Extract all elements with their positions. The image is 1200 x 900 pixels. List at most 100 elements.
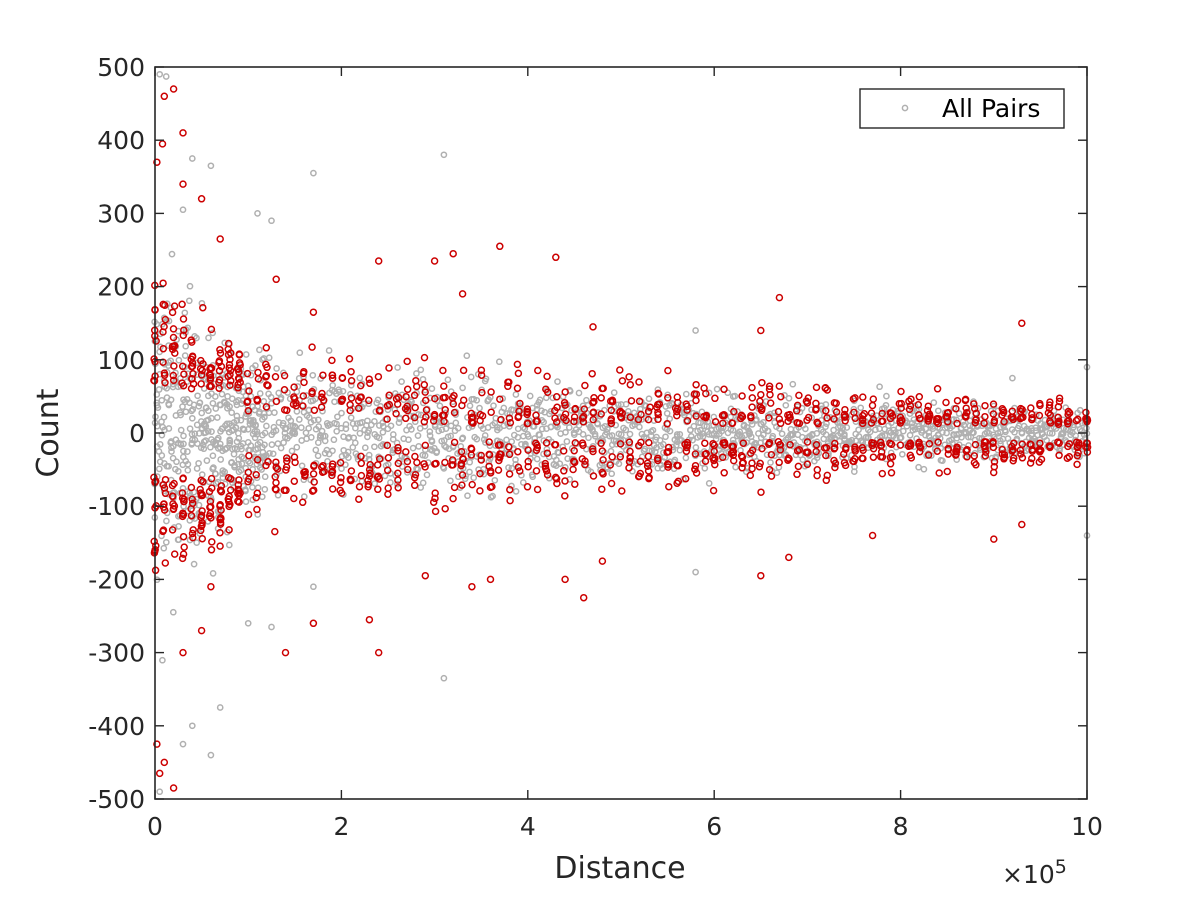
selected-pairs-point <box>385 400 394 409</box>
selected-pairs-point <box>757 488 765 496</box>
selected-pairs-point <box>533 417 541 425</box>
selected-pairs-point <box>933 447 942 455</box>
selected-pairs-point <box>654 456 662 465</box>
selected-pairs-point <box>366 379 374 388</box>
selected-pairs-point <box>1074 448 1082 457</box>
all-pairs-point <box>314 452 322 460</box>
all-pairs-point <box>235 434 243 442</box>
selected-pairs-point <box>793 470 801 479</box>
selected-pairs-point <box>644 407 653 416</box>
selected-pairs-point <box>197 511 206 520</box>
all-pairs-point <box>391 406 399 414</box>
selected-pairs-point <box>1036 448 1044 456</box>
all-pairs-point <box>315 423 323 430</box>
selected-pairs-point <box>494 466 503 474</box>
all-pairs-point <box>398 378 405 385</box>
selected-pairs-point <box>916 414 924 423</box>
selected-pairs-point <box>394 469 402 478</box>
all-pairs-point <box>505 464 512 471</box>
selected-pairs-point <box>775 382 784 390</box>
all-pairs-point <box>374 396 382 404</box>
all-pairs-point <box>293 408 301 415</box>
selected-pairs-point <box>309 308 318 316</box>
selected-pairs-point <box>532 439 540 448</box>
selected-pairs-point <box>478 388 486 397</box>
selected-pairs-point <box>804 413 813 422</box>
all-pairs-point <box>318 427 326 435</box>
all-pairs-point <box>213 414 221 421</box>
selected-pairs-point <box>468 582 476 591</box>
selected-pairs-point <box>1054 403 1063 411</box>
selected-pairs-point <box>309 486 318 494</box>
all-pairs-point <box>559 443 567 451</box>
all-pairs-point <box>508 482 515 490</box>
selected-pairs-point <box>777 392 785 401</box>
all-pairs-point <box>682 390 690 398</box>
y-tick-label: 300 <box>97 199 145 228</box>
all-pairs-point <box>297 424 305 431</box>
all-pairs-point <box>260 398 268 405</box>
selected-pairs-point <box>1055 439 1063 447</box>
all-pairs-point <box>813 430 821 437</box>
selected-pairs-point <box>683 417 692 425</box>
selected-pairs-point <box>793 419 802 427</box>
all-pairs-point <box>261 441 268 449</box>
all-pairs-point <box>186 425 194 433</box>
selected-pairs-point <box>551 406 559 415</box>
selected-pairs-point <box>785 553 793 562</box>
selected-pairs-point <box>420 353 429 362</box>
all-pairs-point <box>676 430 684 438</box>
all-pairs-point <box>945 422 953 429</box>
selected-pairs-point <box>430 412 439 421</box>
all-pairs-point <box>564 455 572 462</box>
selected-pairs-point <box>403 402 411 411</box>
all-pairs-point <box>209 399 217 407</box>
all-pairs-point <box>1056 447 1063 455</box>
selected-pairs-point <box>317 403 326 411</box>
selected-pairs-point <box>664 447 673 456</box>
selected-pairs-point <box>244 477 252 486</box>
selected-pairs-point <box>318 393 326 401</box>
all-pairs-point <box>381 472 389 480</box>
selected-pairs-point <box>1046 442 1054 450</box>
selected-pairs-point <box>224 350 233 359</box>
selected-pairs-point <box>738 464 746 472</box>
selected-pairs-point <box>795 446 804 454</box>
selected-pairs-point <box>487 388 495 396</box>
all-pairs-point <box>356 374 364 382</box>
all-pairs-point <box>258 466 265 473</box>
all-pairs-point <box>887 449 895 457</box>
selected-pairs-point <box>953 443 961 451</box>
all-pairs-point <box>173 458 180 466</box>
all-pairs-point <box>291 430 299 438</box>
all-pairs-point <box>495 358 503 366</box>
selected-pairs-point <box>534 366 542 375</box>
selected-pairs-point <box>328 471 336 480</box>
all-pairs-point <box>662 433 669 441</box>
selected-pairs-point <box>283 457 291 465</box>
all-pairs-point <box>371 443 378 451</box>
all-pairs-point <box>542 394 550 402</box>
all-pairs-point <box>848 436 856 444</box>
all-pairs-point <box>193 465 201 472</box>
selected-pairs-point <box>207 382 215 391</box>
selected-pairs-point <box>226 381 234 389</box>
selected-pairs-point <box>357 452 365 461</box>
selected-pairs-point <box>421 571 430 580</box>
all-pairs-point <box>839 424 847 432</box>
selected-pairs-point <box>506 485 514 494</box>
selected-pairs-point <box>421 441 430 450</box>
selected-pairs-point <box>636 457 645 466</box>
all-pairs-point <box>205 407 212 415</box>
selected-pairs-point <box>654 410 662 419</box>
all-pairs-point <box>226 436 234 444</box>
all-pairs-point <box>377 402 384 410</box>
selected-pairs-point <box>822 476 831 485</box>
selected-pairs-point <box>953 396 962 405</box>
all-pairs-point <box>444 376 452 384</box>
all-pairs-point <box>968 429 976 436</box>
selected-pairs-point <box>896 441 905 449</box>
selected-pairs-point <box>765 414 773 422</box>
all-pairs-point <box>441 442 448 450</box>
all-pairs-point <box>822 431 830 438</box>
